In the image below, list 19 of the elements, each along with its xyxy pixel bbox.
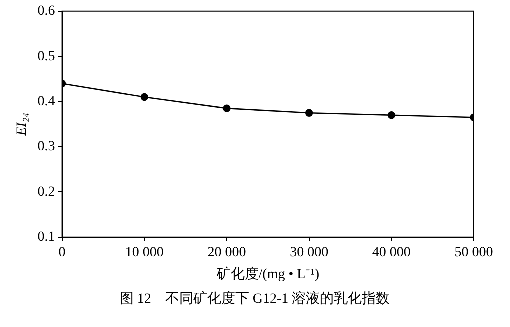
y-tick-label: 0.6 bbox=[38, 4, 56, 20]
x-tick-label: 40 000 bbox=[372, 245, 411, 260]
x-tick-label: 50 000 bbox=[454, 245, 494, 260]
point bbox=[223, 104, 231, 112]
y-tick-label: 0.5 bbox=[38, 49, 56, 64]
x-tick-label: 30 000 bbox=[290, 245, 329, 260]
x-tick-label: 20 000 bbox=[208, 245, 246, 260]
point bbox=[388, 112, 396, 120]
y-axis-title: EI₂₄ bbox=[15, 112, 30, 137]
y-tick-label: 0.4 bbox=[38, 94, 56, 110]
y-tick-label: 0.3 bbox=[38, 140, 56, 155]
point bbox=[140, 93, 148, 102]
x-tick-label: 10 000 bbox=[125, 245, 164, 260]
y-tick-label: 0.1 bbox=[38, 230, 56, 246]
caption: 图 12 不同矿化度下 G12-1 溶液的乳化指数 bbox=[118, 290, 392, 308]
point bbox=[305, 109, 314, 117]
y-tick-label: 0.2 bbox=[38, 184, 56, 200]
x-axis-title: 矿化度/(mg • L⁻¹) bbox=[216, 266, 320, 282]
x-tick-label: 0 bbox=[58, 245, 66, 260]
